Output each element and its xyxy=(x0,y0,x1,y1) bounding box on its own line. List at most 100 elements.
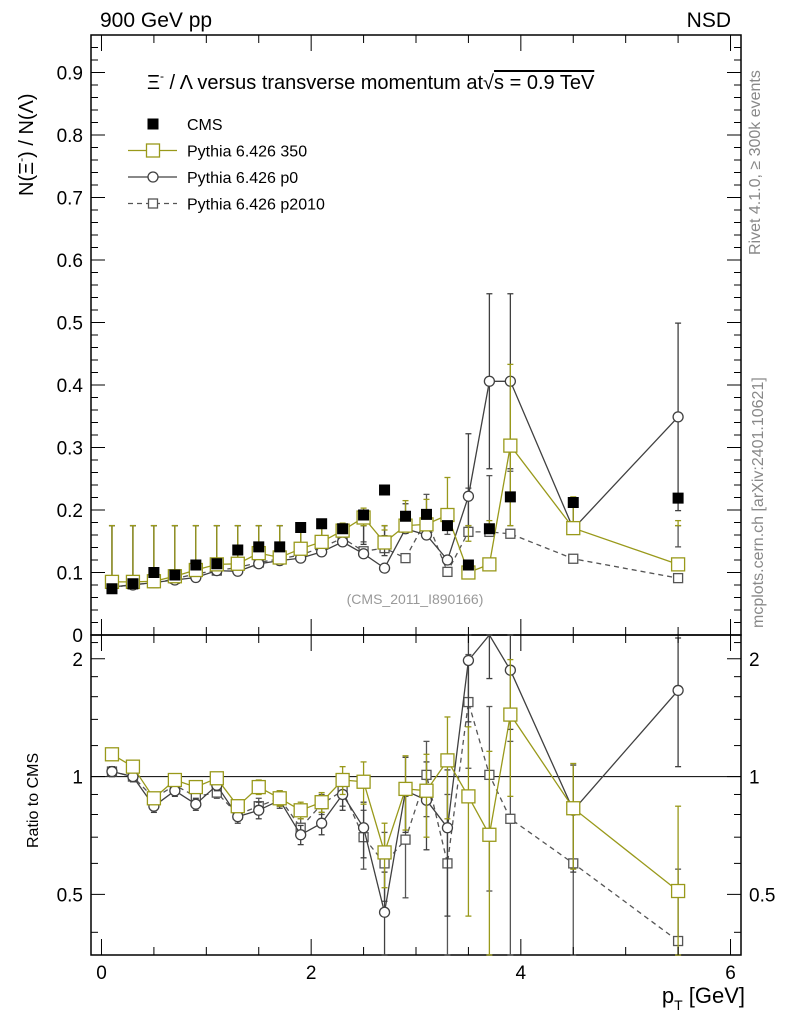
main-data-series xyxy=(104,293,686,595)
ratio-data-point xyxy=(356,774,371,789)
ratio-data-point xyxy=(314,795,329,810)
main-data-point xyxy=(316,518,328,530)
ratio-plot-panel: 0.5 0.5 1 1 2 2 xyxy=(57,633,775,956)
main-y-tick-label: 0.9 xyxy=(57,64,83,85)
main-series-0 xyxy=(106,484,684,595)
x-axis-label-sub: T xyxy=(674,997,683,1013)
ratio-data-point xyxy=(419,783,434,798)
main-y-tick-label: 0.6 xyxy=(57,251,83,272)
ratio-data-point xyxy=(190,798,202,810)
main-data-point xyxy=(441,554,454,566)
ratio-data-point xyxy=(125,759,141,774)
main-data-point xyxy=(672,411,684,423)
main-y-tick-label: 0.8 xyxy=(57,126,83,147)
x-axis-label: pT [GeV] xyxy=(662,983,745,1013)
main-data-point xyxy=(568,553,579,564)
main-data-point xyxy=(504,491,516,503)
x-axis-label-rest: [GeV] xyxy=(683,983,745,1008)
main-y-tick-label: 0.7 xyxy=(57,189,83,210)
ratio-y-axis-label: Ratio to CMS xyxy=(25,753,42,848)
ratio-series-line xyxy=(111,701,679,942)
main-series-2 xyxy=(106,293,684,593)
main-data-point xyxy=(358,509,370,521)
analysis-id-label: (CMS_2011_I890166) xyxy=(347,591,484,607)
main-y-tick-label: 0.4 xyxy=(57,376,84,397)
ratio-data-point xyxy=(357,822,370,834)
main-data-point xyxy=(253,541,265,553)
main-data-point xyxy=(442,566,453,578)
main-series-line xyxy=(112,444,679,583)
main-data-point xyxy=(440,507,455,523)
main-data-point xyxy=(148,567,160,578)
main-data-point xyxy=(483,523,495,535)
main-plot-panel: 0 0.1 0.2 0.3 0.4 0.5 0.6 0.7 0.8 0.9 xyxy=(57,34,742,647)
main-data-point xyxy=(169,569,181,581)
main-data-point xyxy=(106,583,118,595)
legend: CMS Pythia 6.426 350 Pythia 6.426 p0 Pythia… xyxy=(128,117,325,214)
ratio-series-1 xyxy=(104,658,686,956)
main-series-line xyxy=(111,380,679,588)
main-data-point xyxy=(670,557,686,572)
ratio-data-point xyxy=(146,791,162,806)
ratio-data-series xyxy=(104,633,686,956)
main-data-point xyxy=(211,558,223,570)
ratio-y-tick-label: 0.5 xyxy=(57,885,83,906)
legend-label: Pythia 6.426 p0 xyxy=(187,170,298,187)
main-data-point xyxy=(503,438,518,453)
main-y-tick-label: 0.1 xyxy=(57,564,83,585)
legend-entry-2: Pythia 6.426 p0 xyxy=(128,170,298,187)
main-data-point xyxy=(314,534,329,550)
main-data-point xyxy=(567,497,579,508)
legend-marker xyxy=(145,143,161,158)
ratio-data-point xyxy=(461,789,476,804)
ratio-data-point xyxy=(315,817,328,829)
rivet-version-label: Rivet 4.1.0, ≥ 300k events xyxy=(747,70,764,255)
main-data-point xyxy=(483,375,496,387)
ratio-y-axis: 0.5 0.5 1 1 2 2 xyxy=(57,642,775,933)
main-data-point xyxy=(377,535,392,550)
ratio-y-tick-label-right: 1 xyxy=(749,768,760,789)
ratio-data-point xyxy=(106,765,118,778)
main-data-point xyxy=(482,557,497,572)
main-series-1 xyxy=(104,363,686,590)
ratio-data-point xyxy=(672,684,684,697)
ratio-data-point xyxy=(670,883,686,899)
ratio-data-point xyxy=(505,813,516,824)
main-y-tick-label: 0.2 xyxy=(57,501,83,522)
main-data-point xyxy=(378,562,391,574)
legend-marker xyxy=(147,171,159,183)
ratio-data-point xyxy=(167,772,183,788)
main-y-tick-label: 0.5 xyxy=(57,314,83,335)
legend-label: Pythia 6.426 350 xyxy=(187,144,307,161)
ratio-data-point xyxy=(440,753,455,768)
ratio-series-line xyxy=(111,712,679,892)
chart-title-xi-sup: - xyxy=(160,69,164,83)
main-series-line xyxy=(111,517,679,589)
main-data-point xyxy=(505,528,516,539)
main-data-point xyxy=(441,520,453,532)
ratio-data-point xyxy=(188,779,203,795)
legend-entry-3: Pythia 6.426 p2010 xyxy=(128,197,325,214)
ratio-data-point xyxy=(377,845,392,860)
main-data-point xyxy=(400,510,412,522)
main-y-axis: 0 0.1 0.2 0.3 0.4 0.5 0.6 0.7 0.8 0.9 xyxy=(57,47,741,647)
mcplots-label: mcplots.cern.ch [arXiv:2401.10621] xyxy=(750,377,767,628)
main-data-point xyxy=(379,484,391,496)
ratio-data-point xyxy=(293,803,308,818)
legend-entry-0: CMS xyxy=(147,117,223,134)
x-tick-label: 0 xyxy=(96,963,107,984)
legend-label: CMS xyxy=(187,117,223,134)
x-axis-label-p: p xyxy=(662,983,674,1008)
ratio-data-point xyxy=(335,772,350,788)
legend-marker xyxy=(147,118,159,130)
main-data-point xyxy=(672,492,684,504)
ratio-data-point xyxy=(400,834,411,845)
ratio-data-point xyxy=(462,654,475,667)
x-axis: 0 2 4 6 xyxy=(96,35,736,984)
ratio-series-line xyxy=(111,633,679,913)
ratio-data-point xyxy=(295,829,307,841)
main-data-point xyxy=(462,490,475,502)
main-data-point xyxy=(190,559,202,571)
main-data-point xyxy=(272,550,287,565)
